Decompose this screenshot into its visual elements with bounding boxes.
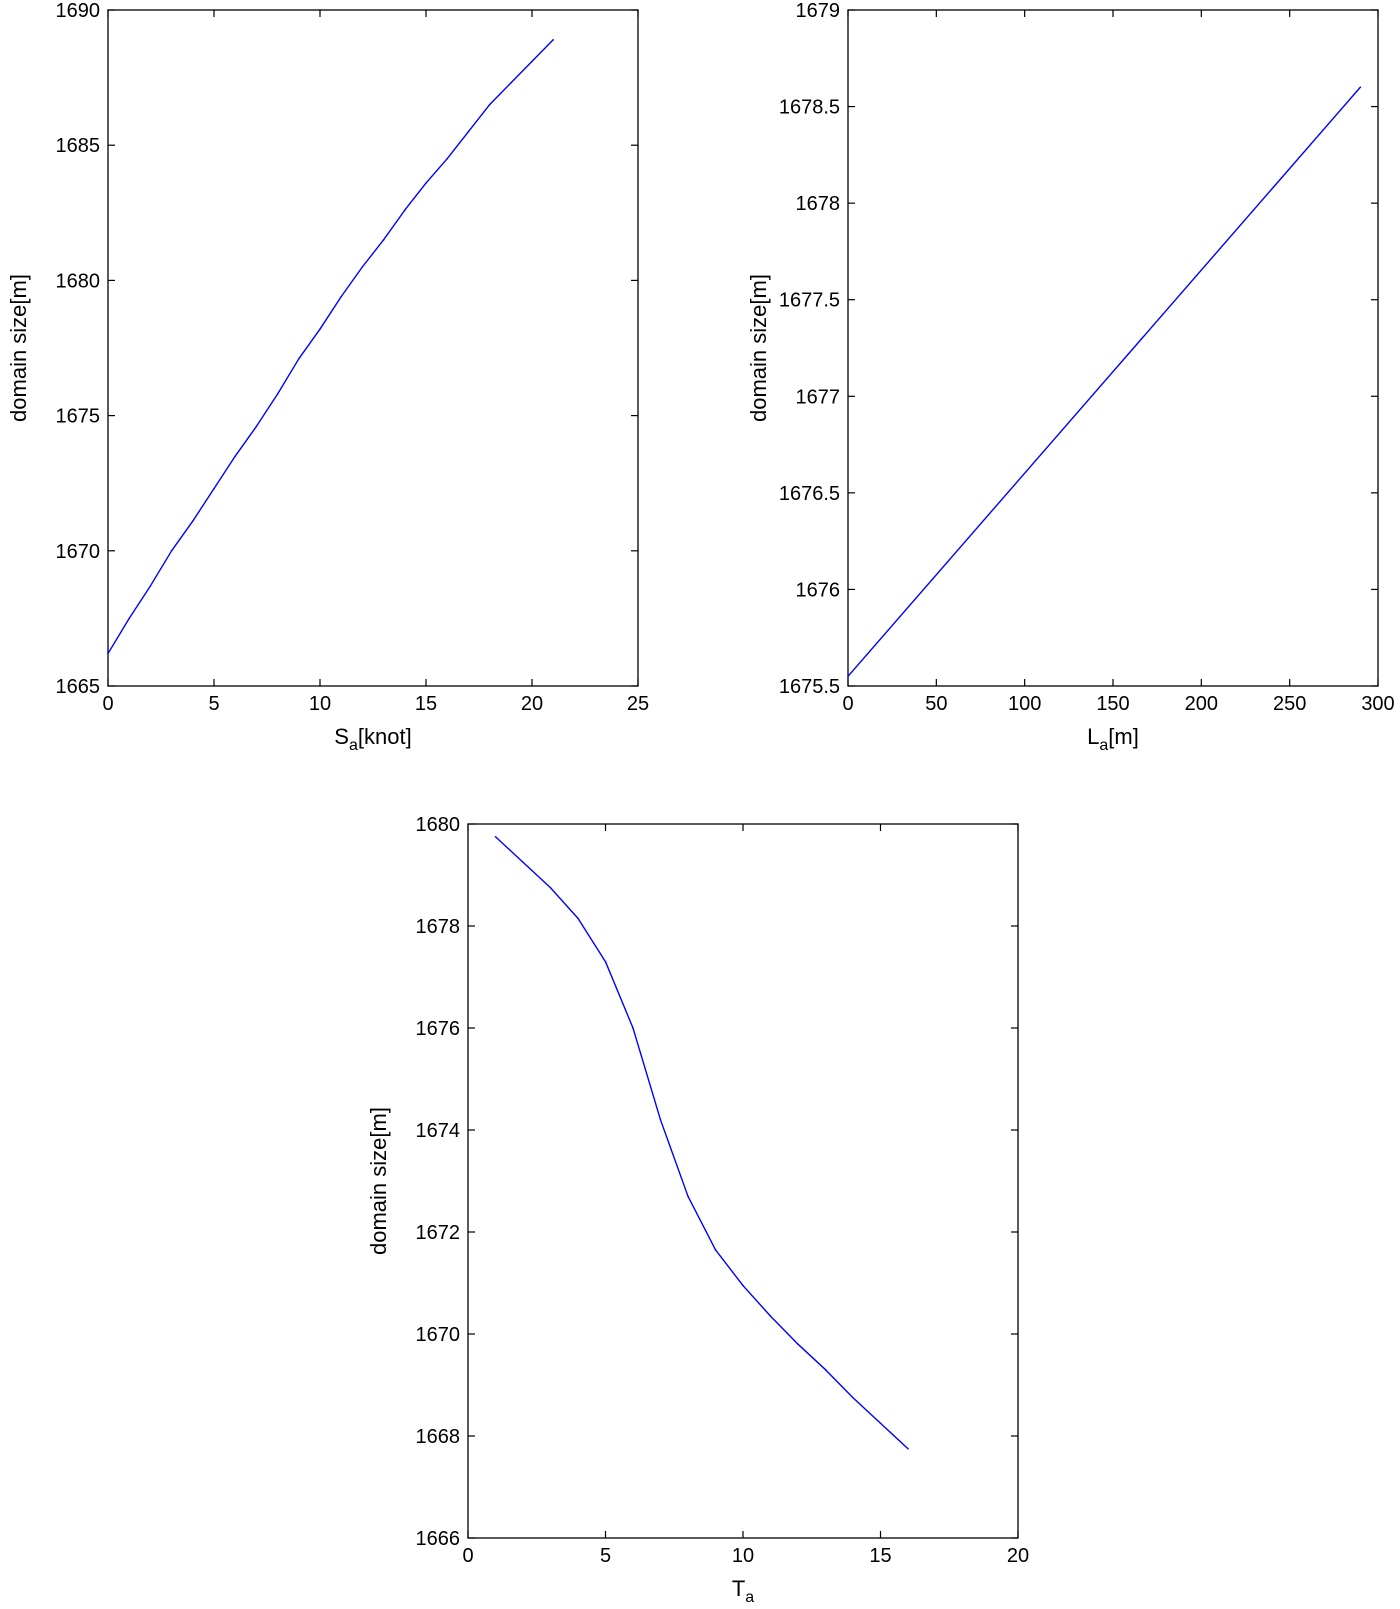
- data-point: [852, 1396, 854, 1399]
- data-point: [907, 1447, 909, 1450]
- data-point: [446, 157, 449, 160]
- series-line: [107, 39, 554, 654]
- x-tick-label: 25: [627, 693, 649, 715]
- plot-frame: [467, 823, 1019, 1539]
- x-tick-label: 5: [208, 693, 219, 715]
- x-tick-label: 0: [102, 693, 113, 715]
- data-point: [340, 295, 343, 298]
- data-point: [797, 1343, 799, 1345]
- data-point: [319, 328, 321, 330]
- data-point: [687, 1195, 689, 1198]
- y-tick-label: 1676: [796, 579, 841, 601]
- y-tick-label: 1675.5: [779, 676, 840, 698]
- x-tick-label: 15: [869, 1545, 891, 1567]
- x-tick-label: 100: [1008, 693, 1041, 715]
- y-tick-label: 1676: [416, 1018, 461, 1040]
- y-tick-label: 1690: [56, 0, 101, 22]
- data-point: [213, 487, 215, 490]
- data-point: [276, 393, 279, 395]
- data-point: [425, 182, 427, 184]
- x-axis-label: Sa[knot]: [334, 724, 411, 754]
- x-axis-label: La[m]: [1087, 724, 1139, 754]
- series-line: [847, 86, 1361, 677]
- y-tick-label: 1670: [56, 541, 101, 563]
- y-tick-label: 1680: [416, 814, 461, 836]
- x-tick-label: 10: [732, 1545, 754, 1567]
- data-point: [234, 455, 236, 457]
- data-point: [298, 358, 300, 360]
- chart-2: 0 50 100 150 200 250 300 1675.5 1676 1676.5 1677 16…: [746, 0, 1395, 754]
- data-point: [382, 239, 385, 241]
- data-point: [192, 520, 194, 522]
- data-point: [107, 652, 109, 655]
- x-tick-label: 300: [1361, 693, 1394, 715]
- y-tick-label: 1677: [796, 386, 841, 408]
- data-point: [1359, 86, 1362, 89]
- data-point: [494, 835, 497, 838]
- x-tick-label: 20: [521, 693, 543, 715]
- y-tick-label: 1674: [416, 1120, 461, 1142]
- y-tick-label: 1666: [416, 1528, 461, 1550]
- y-tick-label: 1670: [416, 1324, 461, 1346]
- chart-1: 0 5 10 15 20 25 1665 1670 1675 1680 1685 1690 Sa[kno…: [6, 0, 649, 754]
- x-tick-label: 5: [600, 1545, 611, 1567]
- y-tick-label: 1676.5: [779, 483, 840, 505]
- data-point: [128, 617, 130, 620]
- x-tick-label: 15: [415, 693, 437, 715]
- y-tick-label: 1680: [56, 270, 101, 292]
- data-point: [149, 585, 152, 587]
- y-tick-label: 1685: [56, 135, 101, 157]
- data-point: [510, 82, 512, 84]
- x-tick-label: 250: [1273, 693, 1306, 715]
- data-point: [467, 130, 470, 133]
- x-tick-label: 10: [309, 693, 331, 715]
- y-tick-label: 1675: [56, 406, 101, 428]
- x-axis-label: Ta: [732, 1576, 754, 1606]
- x-tick-label: 200: [1185, 693, 1218, 715]
- x-tick-label: 50: [925, 693, 947, 715]
- data-point: [769, 1315, 772, 1317]
- y-tick-label: 1668: [416, 1426, 461, 1448]
- x-tick-label: 150: [1096, 693, 1129, 715]
- y-tick-label: 1672: [416, 1222, 461, 1244]
- y-axis-label: domain size[m]: [366, 1107, 391, 1255]
- data-point: [879, 1422, 882, 1425]
- data-point: [604, 960, 607, 963]
- data-point: [847, 675, 849, 678]
- y-tick-label: 1679: [796, 0, 841, 22]
- data-point: [549, 886, 552, 889]
- y-tick-label: 1678: [796, 193, 841, 215]
- data-point: [552, 38, 554, 41]
- data-point: [404, 209, 406, 211]
- plot-frame: [107, 9, 639, 687]
- y-tick-label: 1678: [416, 916, 461, 938]
- data-point: [170, 550, 173, 552]
- y-tick-label: 1665: [56, 676, 101, 698]
- data-point: [632, 1027, 634, 1029]
- x-tick-label: 0: [842, 693, 853, 715]
- x-tick-label: 20: [1007, 1545, 1029, 1567]
- x-tick-label: 0: [462, 1545, 473, 1567]
- series-line: [495, 836, 909, 1450]
- data-point: [714, 1249, 717, 1251]
- data-point: [742, 1284, 744, 1287]
- data-point: [255, 425, 258, 428]
- data-point: [361, 266, 364, 268]
- chart-3: 0 5 10 15 20 1666 1668 1670 1672 1674 1676 1678 1680…: [366, 814, 1029, 1606]
- y-axis-label: domain size[m]: [6, 274, 31, 422]
- data-point: [522, 861, 524, 864]
- data-point: [659, 1119, 662, 1121]
- y-tick-label: 1678.5: [779, 97, 840, 119]
- data-point: [531, 60, 533, 63]
- y-axis-label: domain size[m]: [746, 274, 771, 422]
- data-point: [488, 103, 491, 106]
- data-point: [824, 1368, 827, 1371]
- data-point: [577, 917, 579, 920]
- y-tick-label: 1677.5: [779, 290, 840, 312]
